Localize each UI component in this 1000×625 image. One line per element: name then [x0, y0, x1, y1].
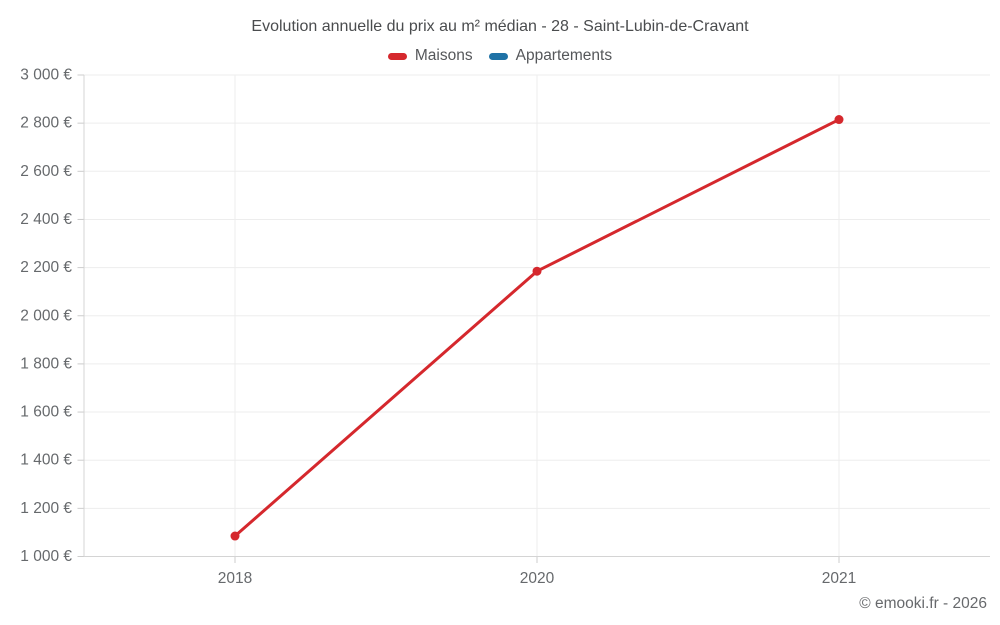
legend: Maisons Appartements [0, 47, 1000, 65]
maisons-data-point [532, 266, 542, 276]
y-axis-tick-label: 1 400 € [20, 452, 72, 469]
x-axis-tick-label: 2018 [218, 570, 252, 587]
y-axis-tick-label: 2 600 € [20, 163, 72, 180]
legend-item-appartements[interactable]: Appartements [488, 47, 613, 65]
appartements-legend-label: Appartements [515, 47, 613, 64]
y-axis-tick-label: 1 000 € [20, 548, 72, 565]
chart-title: Evolution annuelle du prix au m² médian … [251, 18, 749, 35]
y-axis-tick-label: 1 200 € [20, 500, 72, 517]
y-axis-tick-label: 2 800 € [20, 115, 72, 132]
copyright-text: © emooki.fr - 2026 [859, 595, 987, 612]
y-axis-tick-label: 3 000 € [20, 67, 72, 84]
y-axis-tick-label: 2 200 € [20, 259, 72, 276]
x-axis-tick-label: 2020 [520, 570, 555, 587]
y-axis-tick-label: 1 600 € [20, 404, 72, 421]
y-axis-tick-label: 2 000 € [20, 307, 72, 324]
maisons-data-point [834, 115, 844, 125]
maisons-legend-label: Maisons [414, 47, 473, 64]
y-axis-tick-label: 1 800 € [20, 355, 72, 372]
y-axis-tick-label: 2 400 € [20, 211, 72, 228]
appartements-legend-swatch-icon [488, 52, 508, 60]
legend-item-maisons[interactable]: Maisons [387, 47, 473, 65]
x-axis-tick-label: 2021 [822, 570, 856, 587]
maisons-legend-swatch-icon [387, 52, 407, 60]
maisons-data-point [230, 531, 240, 541]
